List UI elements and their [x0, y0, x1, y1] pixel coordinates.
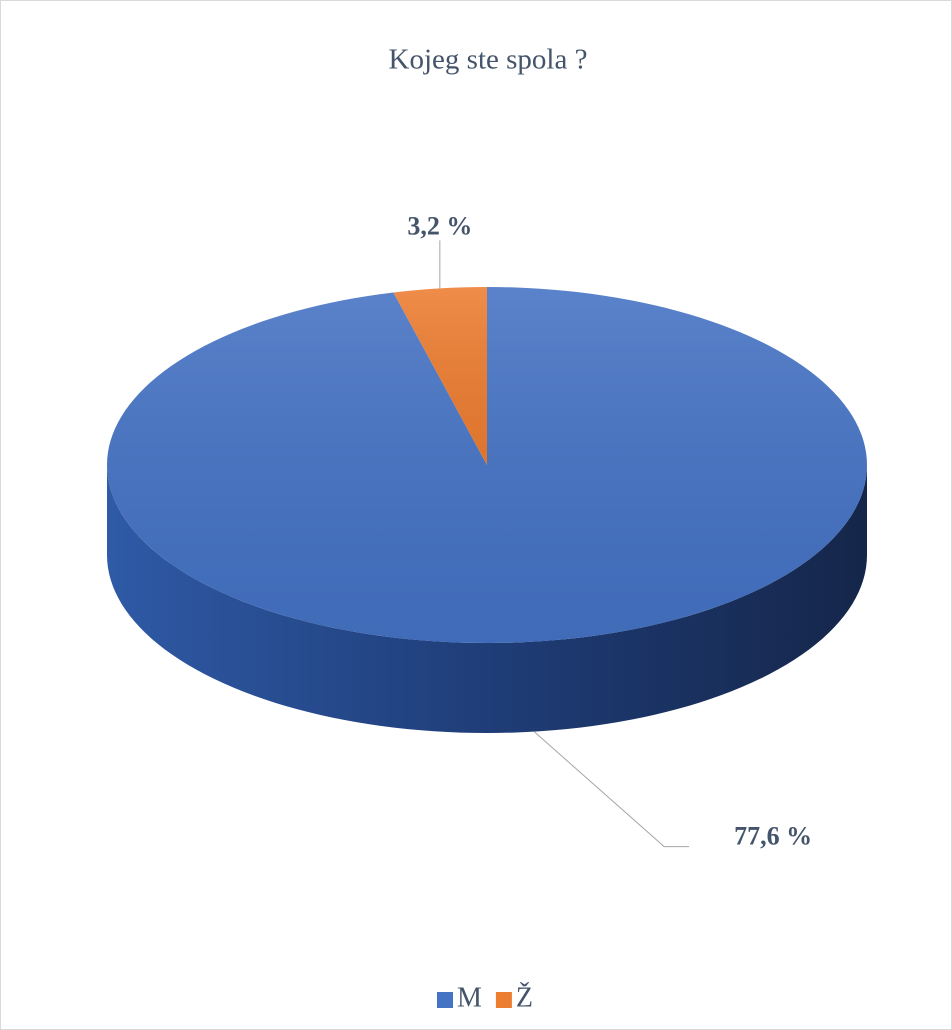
- data-label: 77,6 %: [734, 822, 812, 851]
- data-label: 3,2 %: [407, 211, 472, 240]
- chart-title: Kojeg ste spola ?: [389, 44, 588, 76]
- pie-shade: [393, 287, 487, 465]
- pie-side: [107, 465, 867, 733]
- legend-label: M: [457, 982, 482, 1013]
- leader-line: [533, 731, 690, 848]
- legend-swatch: [437, 992, 453, 1008]
- pie-shade: [107, 287, 867, 643]
- legend-label: Ž: [516, 982, 533, 1013]
- legend-swatch: [495, 992, 512, 1008]
